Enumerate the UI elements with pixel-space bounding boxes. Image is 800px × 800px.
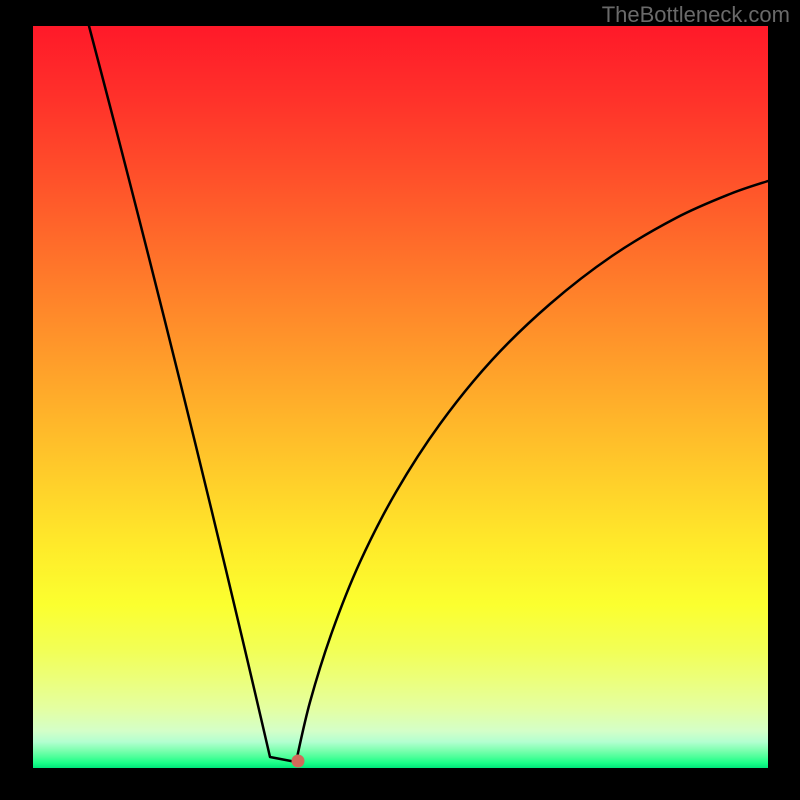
chart-svg <box>0 0 800 800</box>
chart-stage: TheBottleneck.com <box>0 0 800 800</box>
watermark-text: TheBottleneck.com <box>602 2 790 28</box>
plot-gradient <box>33 26 768 768</box>
apex-marker <box>292 755 305 768</box>
